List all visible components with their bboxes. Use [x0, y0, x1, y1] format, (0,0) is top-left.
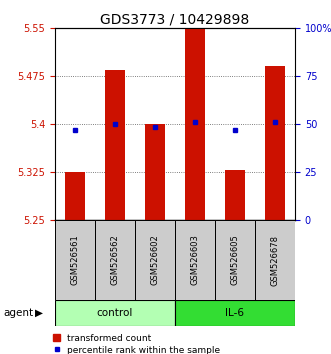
Text: ▶: ▶: [35, 308, 43, 318]
Bar: [55, 300, 175, 326]
Title: GDS3773 / 10429898: GDS3773 / 10429898: [100, 13, 250, 27]
Bar: [225, 170, 245, 220]
Bar: [265, 67, 285, 220]
Bar: [95, 220, 135, 300]
Text: agent: agent: [3, 308, 33, 318]
Bar: [145, 124, 165, 220]
Text: GSM526603: GSM526603: [191, 235, 200, 285]
Bar: [175, 300, 295, 326]
Bar: [255, 220, 295, 300]
Bar: [135, 220, 175, 300]
Text: GSM526678: GSM526678: [270, 234, 279, 285]
Text: GSM526602: GSM526602: [151, 235, 160, 285]
Text: GSM526562: GSM526562: [111, 235, 119, 285]
Legend: transformed count, percentile rank within the sample: transformed count, percentile rank withi…: [53, 334, 220, 354]
Bar: [65, 172, 85, 220]
Bar: [55, 220, 95, 300]
Text: GSM526561: GSM526561: [71, 235, 79, 285]
Text: GSM526605: GSM526605: [230, 235, 240, 285]
Bar: [175, 220, 215, 300]
Text: control: control: [97, 308, 133, 318]
Bar: [185, 28, 205, 220]
Bar: [105, 70, 125, 220]
Text: IL-6: IL-6: [225, 308, 245, 318]
Bar: [215, 220, 255, 300]
